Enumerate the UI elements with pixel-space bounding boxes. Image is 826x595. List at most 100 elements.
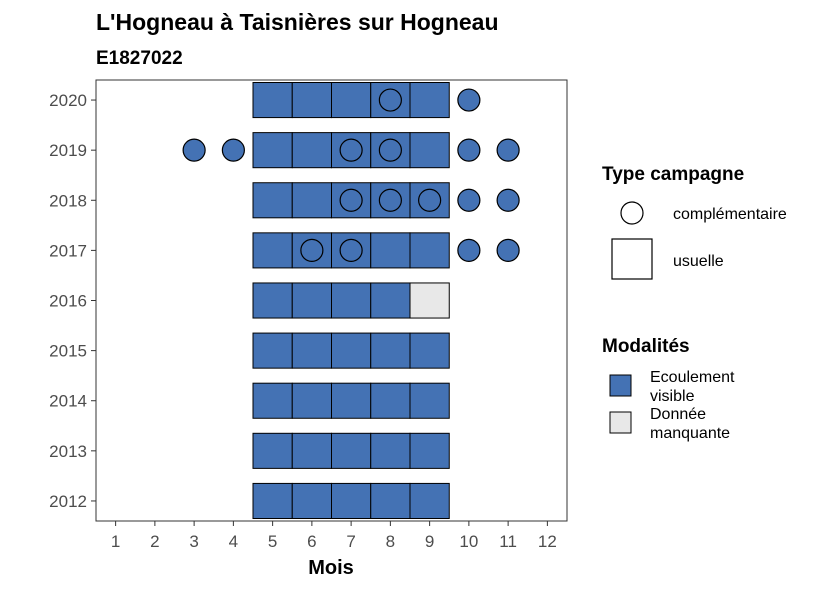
cell-2020-8 [370, 82, 411, 119]
point-2017-10 [457, 238, 481, 262]
cell-2018-7 [331, 182, 372, 219]
x-tick-label-1: 1 [111, 532, 120, 551]
point-2019-3 [182, 138, 206, 162]
cell-2013-7 [331, 432, 372, 469]
cell-2020-5 [252, 82, 293, 119]
cell-2016-9 [409, 282, 450, 319]
point-2019-7 [339, 138, 363, 162]
y-axis: 2012 2013 2014 2015 2016 2017 2018 2019 2020 [49, 91, 96, 511]
cell-2016-8 [370, 282, 411, 319]
legend-ecoulement-label-line1: Ecoulement [650, 369, 735, 386]
legend-complementaire-label: complémentaire [673, 206, 787, 223]
cell-2016-7 [331, 282, 372, 319]
cell-2013-5 [252, 432, 293, 469]
x-tick-label-9: 9 [425, 532, 434, 551]
cell-2015-7 [331, 332, 372, 369]
legend-usuelle-symbol [611, 238, 653, 280]
legend-donnee-manquante-label-line2: manquante [650, 425, 730, 442]
point-2017-11 [496, 238, 520, 262]
y-tick-label-2018: 2018 [49, 191, 87, 210]
cell-2015-5 [252, 332, 293, 369]
point-2020-10 [457, 88, 481, 112]
x-tick-label-2: 2 [150, 532, 159, 551]
cell-2014-5 [252, 382, 293, 419]
cell-2016-5 [252, 282, 293, 319]
y-tick-label-2019: 2019 [49, 141, 87, 160]
point-2019-10 [457, 138, 481, 162]
legend-type-campagne-title: Type campagne [602, 164, 744, 185]
legend-donnee-manquante-symbol [609, 411, 632, 434]
y-tick-label-2013: 2013 [49, 442, 87, 461]
y-tick-label-2015: 2015 [49, 342, 87, 361]
point-2018-10 [457, 188, 481, 212]
cell-2012-5 [252, 482, 293, 519]
y-tick-label-2020: 2020 [49, 91, 87, 110]
cell-2014-9 [409, 382, 450, 419]
x-axis-label: Mois [308, 557, 354, 579]
y-tick-label-2016: 2016 [49, 292, 87, 311]
cell-2018-5 [252, 182, 293, 219]
x-tick-label-10: 10 [459, 532, 478, 551]
point-2020-8 [378, 88, 402, 112]
y-tick-label-2014: 2014 [49, 392, 87, 411]
cell-2020-6 [291, 82, 332, 119]
point-2017-6 [300, 238, 324, 262]
cell-2019-6 [291, 132, 332, 169]
legend-modalites-title: Modalités [602, 336, 690, 357]
cell-2017-7 [331, 232, 372, 269]
y-tick-label-2017: 2017 [49, 241, 87, 260]
cell-2019-8 [370, 132, 411, 169]
cell-2017-5 [252, 232, 293, 269]
point-2017-7 [339, 238, 363, 262]
chart-title: L'Hogneau à Taisnières sur Hogneau [96, 9, 499, 35]
cell-2013-8 [370, 432, 411, 469]
cell-2013-9 [409, 432, 450, 469]
cell-2014-6 [291, 382, 332, 419]
legend-type-campagne: Type campagne complémentaire usuelle [602, 164, 787, 280]
x-tick-label-7: 7 [346, 532, 355, 551]
cell-2012-7 [331, 482, 372, 519]
cell-2018-9 [409, 182, 450, 219]
point-2018-9 [418, 188, 442, 212]
legend-ecoulement-label-line2: visible [650, 388, 695, 405]
x-tick-label-5: 5 [268, 532, 277, 551]
cell-2015-8 [370, 332, 411, 369]
chart-subtitle: E1827022 [96, 48, 183, 69]
cell-2014-7 [331, 382, 372, 419]
point-2018-7 [339, 188, 363, 212]
cell-2019-7 [331, 132, 372, 169]
cell-2015-9 [409, 332, 450, 369]
legend-complementaire-symbol [620, 201, 644, 225]
cell-2017-9 [409, 232, 450, 269]
cell-2020-9 [409, 82, 450, 119]
point-2019-8 [378, 138, 402, 162]
points-layer [182, 88, 520, 262]
point-2019-11 [496, 138, 520, 162]
point-2018-8 [378, 188, 402, 212]
x-tick-label-12: 12 [538, 532, 557, 551]
cell-2017-6 [291, 232, 332, 269]
cell-2019-9 [409, 132, 450, 169]
x-tick-label-8: 8 [386, 532, 395, 551]
x-tick-label-11: 11 [499, 532, 517, 551]
cell-2018-8 [370, 182, 411, 219]
point-2019-4 [221, 138, 245, 162]
legend-donnee-manquante-label-line1: Donnée [650, 406, 706, 423]
cell-2012-6 [291, 482, 332, 519]
cell-2013-6 [291, 432, 332, 469]
cell-2018-6 [291, 182, 332, 219]
x-tick-label-4: 4 [229, 532, 238, 551]
y-tick-label-2012: 2012 [49, 492, 87, 511]
cell-2012-8 [370, 482, 411, 519]
legend-modalites: Modalités Ecoulement visible Donnée manq… [602, 336, 735, 442]
point-2018-11 [496, 188, 520, 212]
cell-2012-9 [409, 482, 450, 519]
cell-2014-8 [370, 382, 411, 419]
x-axis: 1 2 3 4 5 6 7 8 9 10 11 12 [111, 521, 557, 551]
cell-2017-8 [370, 232, 411, 269]
cells-layer [252, 82, 450, 519]
legend-usuelle-label: usuelle [673, 253, 724, 270]
x-tick-label-3: 3 [189, 532, 198, 551]
x-tick-label-6: 6 [307, 532, 316, 551]
